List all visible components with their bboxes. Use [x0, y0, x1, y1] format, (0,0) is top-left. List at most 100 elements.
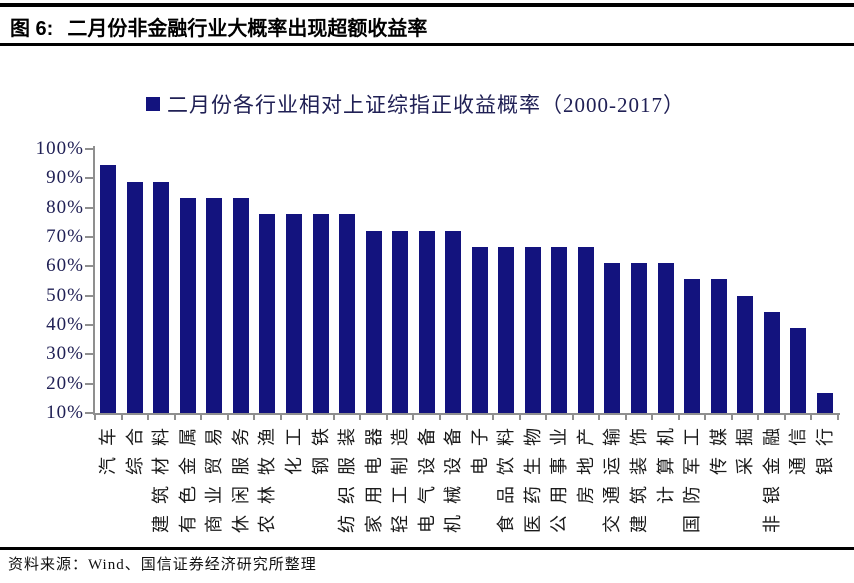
x-category-label: 综合 [124, 417, 145, 475]
x-category-label: 计算机 [655, 417, 676, 504]
x-category-label: 建筑材料 [151, 417, 172, 533]
x-category-label: 商业贸易 [204, 417, 225, 533]
x-category-label: 钢铁 [310, 417, 331, 475]
x-tick-mark [94, 415, 96, 420]
x-category-label: 休闲服务 [230, 417, 251, 533]
x-category-label: 农林牧渔 [257, 417, 278, 533]
x-tick-mark [226, 415, 229, 420]
y-tick-label: 90% [46, 167, 84, 189]
x-tick-mark [783, 415, 786, 420]
x-axis-line [93, 413, 840, 415]
x-tick-mark [492, 415, 495, 420]
bar [232, 197, 249, 413]
top-rule [0, 3, 854, 7]
x-tick-mark [757, 415, 760, 420]
y-tick-mark [85, 324, 93, 326]
x-category-label: 银行 [814, 417, 835, 475]
footer-rule [0, 547, 854, 550]
x-category-label: 汽车 [98, 417, 119, 475]
x-category-label: 电子 [469, 417, 490, 475]
bar [126, 181, 143, 413]
y-tick-label: 20% [46, 372, 84, 394]
bar [657, 263, 674, 413]
x-category-label: 医药生物 [522, 417, 543, 533]
y-tick-mark [85, 294, 93, 297]
x-category-label: 纺织服装 [337, 417, 358, 533]
x-tick-mark [306, 415, 309, 420]
y-tick-mark [85, 206, 93, 209]
bar [551, 246, 568, 413]
x-category-label: 家用电器 [363, 417, 384, 533]
x-tick-mark [545, 415, 548, 420]
x-tick-mark [518, 415, 521, 420]
y-tick-label: 40% [46, 314, 84, 335]
title-divider-rule [0, 43, 854, 46]
bar [153, 181, 170, 413]
x-tick-mark [810, 415, 813, 420]
figure-title-text: 二月份非金融行业大概率出现超额收益率 [67, 18, 428, 40]
y-tick-label: 10% [46, 402, 84, 423]
y-tick-mark [85, 382, 93, 385]
bar [498, 246, 515, 413]
x-category-label: 化工 [284, 417, 305, 475]
x-tick-mark [465, 415, 468, 420]
bar [684, 279, 701, 413]
x-tick-mark [200, 415, 203, 420]
y-tick-mark [85, 412, 93, 414]
bar [763, 312, 780, 413]
x-tick-mark [279, 415, 282, 420]
x-tick-mark [438, 415, 441, 420]
x-category-label: 电气设备 [416, 417, 437, 533]
bar [577, 246, 594, 413]
bar [179, 197, 196, 413]
x-tick-mark [147, 415, 150, 420]
bar [418, 230, 435, 413]
bar [524, 246, 541, 413]
figure-number-label: 图 6: [10, 18, 54, 40]
y-tick-mark [85, 265, 93, 268]
bar [816, 393, 833, 413]
chart-legend: 二月份各行业相对上证综指正收益概率（2000-2017） [146, 90, 685, 118]
x-tick-mark [837, 415, 839, 420]
x-tick-mark [385, 415, 388, 420]
x-category-label: 建筑装饰 [628, 417, 649, 533]
bar [604, 263, 621, 413]
bar [206, 197, 223, 413]
x-category-label: 食品饮料 [496, 417, 517, 533]
bar [392, 230, 409, 413]
y-tick-mark [85, 177, 93, 180]
bar [365, 230, 382, 413]
source-note: 资料来源：Wind、国信证券经济研究所整理 [8, 557, 317, 573]
bar [259, 214, 276, 413]
bar [312, 214, 329, 413]
y-tick-label: 100% [35, 138, 84, 159]
y-tick-label: 70% [46, 226, 84, 247]
y-tick-label: 80% [46, 196, 84, 218]
y-tick-mark [85, 353, 93, 356]
y-tick-label: 60% [46, 255, 84, 277]
y-axis-line [93, 146, 95, 415]
x-category-label: 交通运输 [602, 417, 623, 533]
x-tick-mark [651, 415, 654, 420]
bar [445, 230, 462, 413]
x-tick-mark [253, 415, 256, 420]
bar [790, 328, 807, 413]
bar [710, 279, 727, 413]
x-category-label: 非银金融 [761, 417, 782, 533]
x-tick-mark [120, 415, 123, 420]
x-tick-mark [677, 415, 680, 420]
x-tick-mark [571, 415, 574, 420]
x-category-label: 国防军工 [682, 417, 703, 533]
x-category-label: 轻工制造 [390, 417, 411, 533]
x-tick-mark [359, 415, 362, 420]
figure-title: 图 6: 二月份非金融行业大概率出现超额收益率 [10, 12, 427, 41]
x-tick-mark [704, 415, 707, 420]
bar [339, 214, 356, 413]
bar [737, 295, 754, 413]
y-tick-mark [85, 148, 93, 150]
legend-label: 二月份各行业相对上证综指正收益概率（2000-2017） [167, 93, 685, 117]
x-tick-mark [173, 415, 176, 420]
bar [471, 246, 488, 413]
x-tick-mark [332, 415, 335, 420]
